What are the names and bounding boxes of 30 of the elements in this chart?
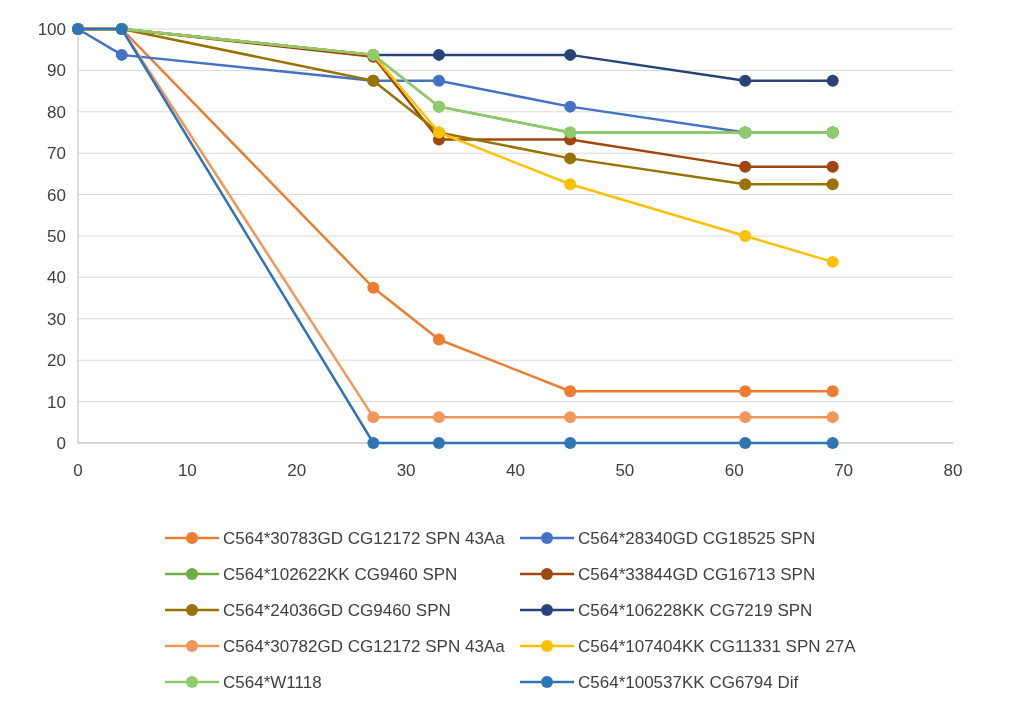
- legend-label: C564*33844GD CG16713 SPN: [578, 565, 816, 584]
- y-tick-label: 80: [47, 102, 66, 122]
- y-tick-label: 10: [47, 392, 66, 412]
- x-tick-label: 60: [724, 461, 744, 480]
- x-tick-label: 40: [506, 461, 525, 480]
- y-tick-label: 90: [47, 61, 66, 81]
- y-tick-label: 70: [47, 144, 66, 164]
- legend-label: C564*102622KK CG9460 SPN: [223, 565, 458, 584]
- x-tick-label: 20: [287, 461, 307, 480]
- x-tick-label: 0: [73, 461, 83, 480]
- y-tick-label: 50: [47, 226, 66, 246]
- x-tick-label: 30: [396, 461, 416, 480]
- y-tick-label: 30: [47, 309, 66, 329]
- x-tick-label: 50: [615, 461, 635, 480]
- legend-label: C564*106228KK CG7219 SPN: [578, 601, 813, 620]
- legend-label: C564*W1118: [223, 673, 322, 692]
- legend-label: C564*100537KK CG6794 Dif: [578, 673, 799, 692]
- y-tick-label: 0: [56, 433, 66, 453]
- legend-label: C564*28340GD CG18525 SPN: [578, 529, 816, 548]
- legend-label: C564*30782GD CG12172 SPN 43Aa: [223, 637, 506, 656]
- x-tick-label: 10: [177, 461, 197, 480]
- legend-label: C564*107404KK CG11331 SPN 27A: [578, 637, 857, 656]
- legend-label: C564*24036GD CG9460 SPN: [223, 601, 451, 620]
- y-tick-label: 100: [37, 19, 66, 39]
- y-tick-label: 40: [47, 268, 66, 288]
- x-tick-label: 70: [834, 461, 854, 480]
- y-tick-label: 60: [47, 185, 66, 205]
- x-tick-label: 80: [943, 461, 963, 480]
- y-tick-label: 20: [47, 351, 66, 371]
- legend-label: C564*30783GD CG12172 SPN 43Aa: [223, 529, 506, 548]
